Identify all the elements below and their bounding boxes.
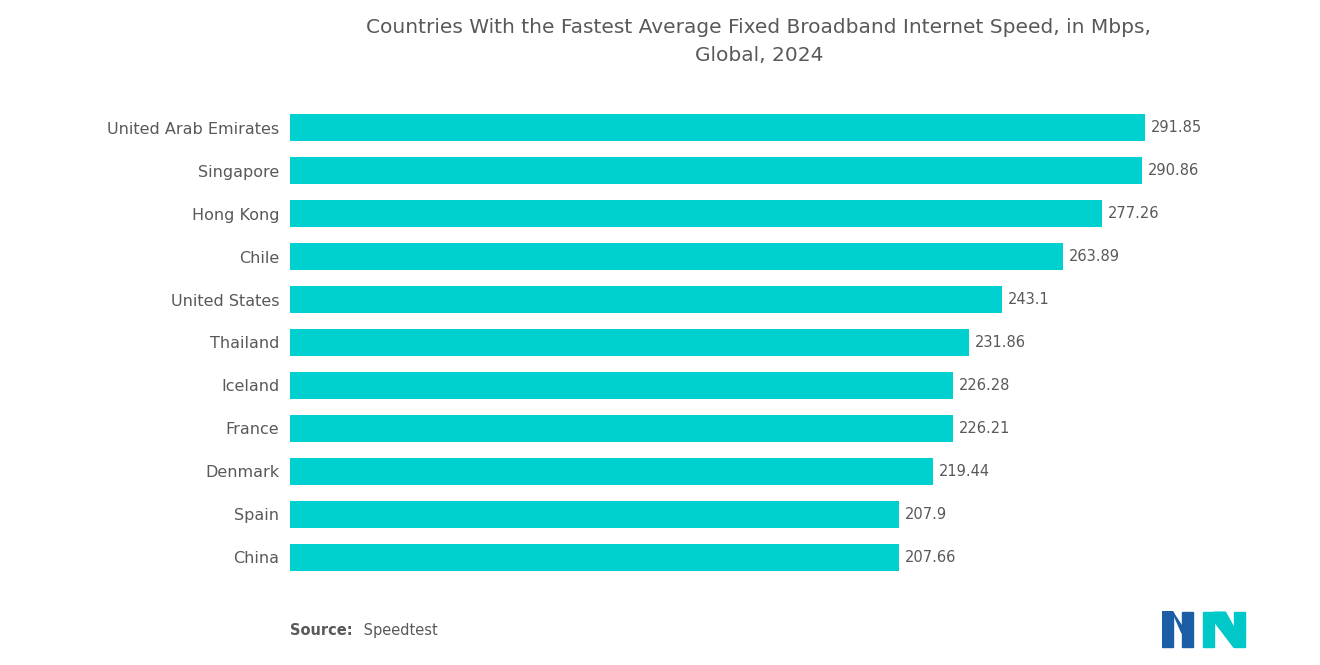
Text: 226.28: 226.28 [958, 378, 1010, 393]
Text: 207.9: 207.9 [906, 507, 948, 522]
Polygon shape [1203, 612, 1214, 647]
Text: 243.1: 243.1 [1008, 292, 1049, 307]
Polygon shape [1181, 612, 1193, 647]
Bar [290, 243, 1064, 270]
Text: 263.89: 263.89 [1069, 249, 1121, 264]
Text: Source:: Source: [290, 623, 352, 638]
Text: 219.44: 219.44 [939, 464, 990, 479]
Polygon shape [1214, 612, 1245, 647]
Bar [290, 329, 969, 356]
Text: Speedtest: Speedtest [359, 623, 438, 638]
Title: Countries With the Fastest Average Fixed Broadband Internet Speed, in Mbps,
Glob: Countries With the Fastest Average Fixed… [367, 18, 1151, 65]
Polygon shape [1162, 612, 1172, 647]
Bar [290, 158, 1142, 184]
Bar [290, 114, 1146, 141]
Bar [290, 200, 1102, 227]
Polygon shape [1234, 612, 1245, 647]
Text: 290.86: 290.86 [1148, 163, 1200, 178]
Bar [290, 458, 933, 485]
Bar [290, 372, 953, 399]
Text: 291.85: 291.85 [1151, 120, 1203, 135]
Text: 277.26: 277.26 [1109, 206, 1160, 221]
Text: 207.66: 207.66 [904, 550, 956, 565]
Bar [290, 544, 899, 571]
Bar [290, 501, 899, 527]
Bar [290, 415, 953, 442]
Bar [290, 286, 1002, 313]
Text: 226.21: 226.21 [958, 421, 1010, 436]
Text: 231.86: 231.86 [975, 335, 1027, 350]
Polygon shape [1162, 612, 1181, 633]
